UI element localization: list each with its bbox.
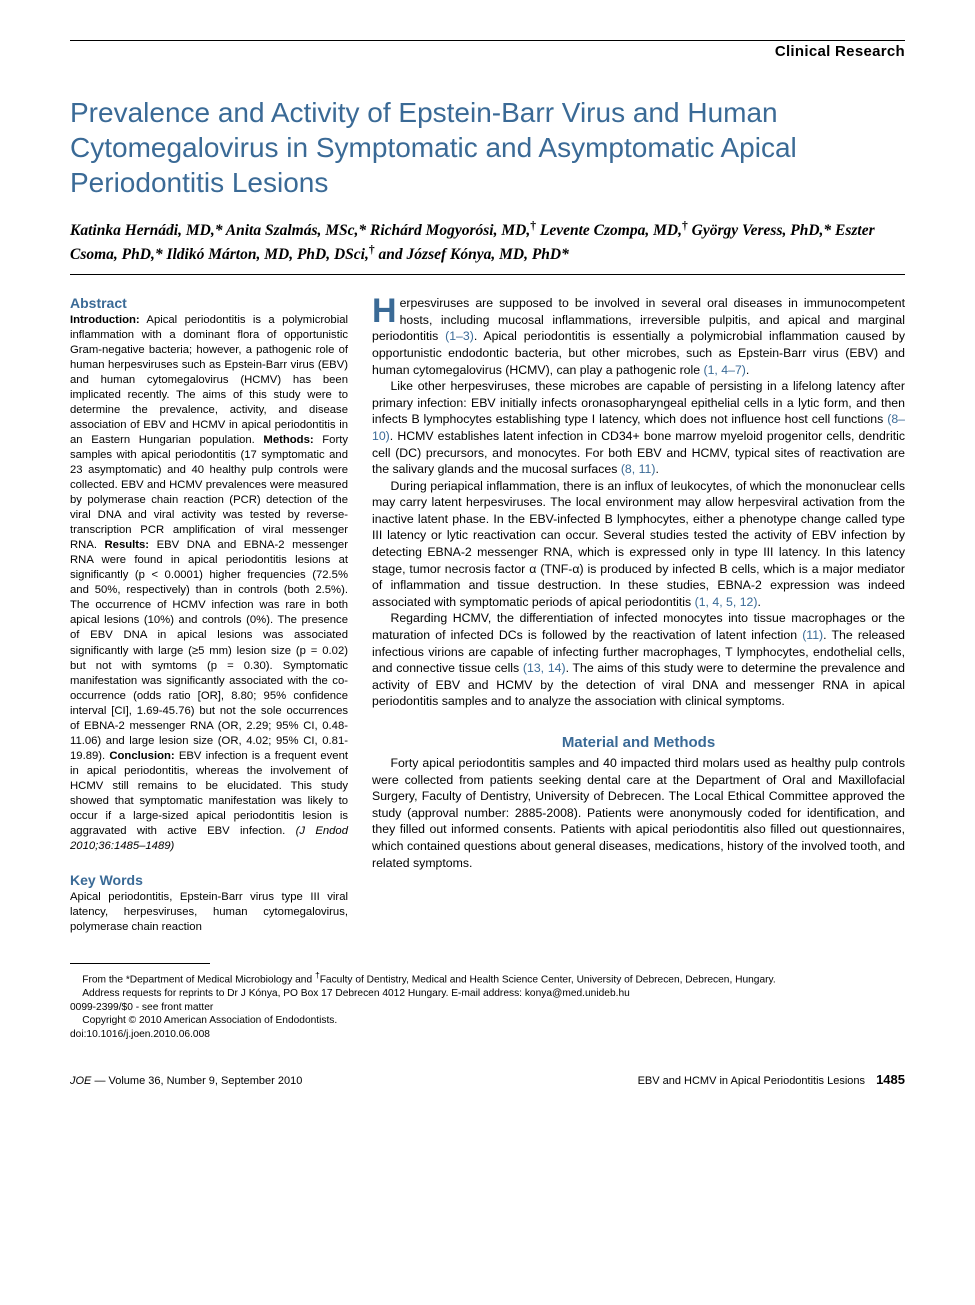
page-footer: JOE — Volume 36, Number 9, September 201… xyxy=(70,1072,905,1087)
running-title: EBV and HCMV in Apical Periodontitis Les… xyxy=(638,1075,865,1087)
keywords-block: Key Words Apical periodontitis, Epstein-… xyxy=(70,872,348,935)
footnotes: From the *Department of Medical Microbio… xyxy=(70,970,905,1042)
keywords-heading: Key Words xyxy=(70,872,348,888)
footer-left: JOE — Volume 36, Number 9, September 201… xyxy=(70,1075,302,1087)
abstract-body: Introduction: Apical periodontitis is a … xyxy=(70,313,348,854)
two-column-layout: Abstract Introduction: Apical periodonti… xyxy=(70,295,905,935)
intro-paragraph-3: During periapical inflammation, there is… xyxy=(372,478,905,611)
footnote-affiliation: From the *Department of Medical Microbio… xyxy=(70,970,905,987)
methods-heading: Material and Methods xyxy=(372,734,905,751)
footnote-doi: doi:10.1016/j.joen.2010.06.008 xyxy=(70,1028,905,1042)
footnote-rule xyxy=(70,963,210,964)
right-column: Herpesviruses are supposed to be involve… xyxy=(372,295,905,935)
author-list: Katinka Hernádi, MD,* Anita Szalmás, MSc… xyxy=(70,218,905,266)
author-rule xyxy=(70,274,905,275)
keywords-text: Apical periodontitis, Epstein-Barr virus… xyxy=(70,890,348,935)
issue-info: — Volume 36, Number 9, September 2010 xyxy=(91,1075,302,1087)
intro-paragraph-2: Like other herpesviruses, these microbes… xyxy=(372,378,905,478)
article-title: Prevalence and Activity of Epstein-Barr … xyxy=(70,95,905,200)
intro-paragraph-4: Regarding HCMV, the differentiation of i… xyxy=(372,610,905,710)
page-number: 1485 xyxy=(876,1072,905,1087)
left-column: Abstract Introduction: Apical periodonti… xyxy=(70,295,348,935)
methods-paragraph-1: Forty apical periodontitis samples and 4… xyxy=(372,755,905,871)
footnote-copyright: Copyright © 2010 American Association of… xyxy=(70,1014,905,1028)
intro-paragraph-1: Herpesviruses are supposed to be involve… xyxy=(372,295,905,378)
header-rule xyxy=(70,40,905,41)
journal-abbrev: JOE xyxy=(70,1075,91,1087)
footnote-issn: 0099-2399/$0 - see front matter xyxy=(70,1001,905,1015)
abstract-heading: Abstract xyxy=(70,295,348,311)
footer-right: EBV and HCMV in Apical Periodontitis Les… xyxy=(638,1072,905,1087)
section-label: Clinical Research xyxy=(70,43,905,60)
methods-section: Material and Methods xyxy=(372,734,905,751)
footnote-reprint: Address requests for reprints to Dr J Kó… xyxy=(70,987,905,1001)
